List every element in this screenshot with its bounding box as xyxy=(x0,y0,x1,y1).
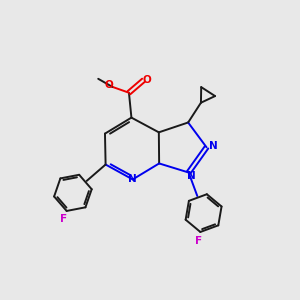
Text: N: N xyxy=(187,171,196,181)
Text: O: O xyxy=(143,75,152,85)
Text: F: F xyxy=(60,214,67,224)
Text: O: O xyxy=(104,80,113,90)
Text: N: N xyxy=(209,141,218,151)
Text: F: F xyxy=(195,236,203,246)
Text: N: N xyxy=(128,174,137,184)
